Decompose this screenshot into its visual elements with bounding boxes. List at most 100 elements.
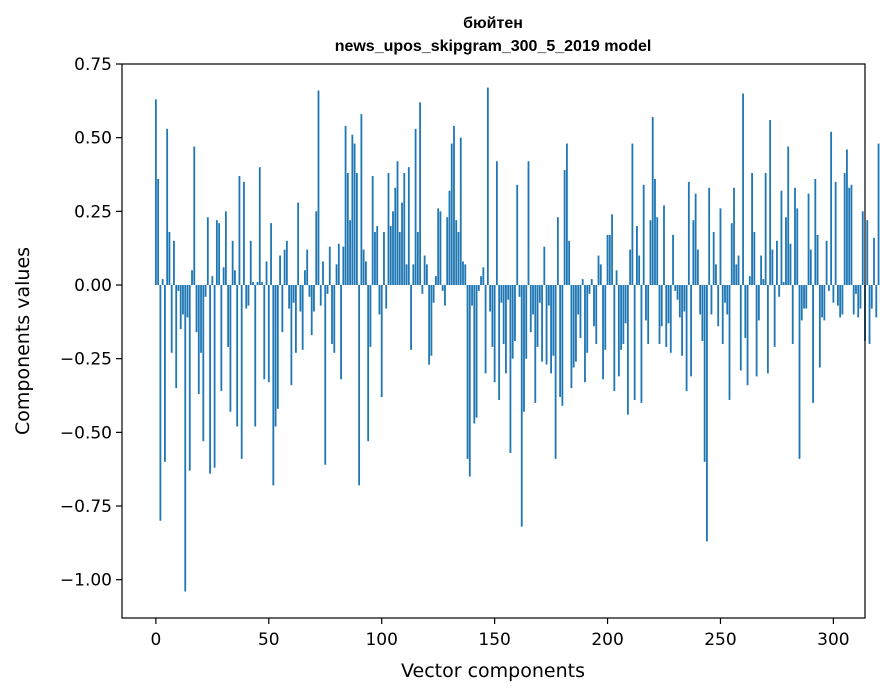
bar [154, 99, 157, 286]
bar [746, 285, 749, 386]
bar [294, 285, 297, 353]
bar [769, 119, 772, 286]
y-tick-label: 0.75 [74, 55, 112, 75]
bar [301, 285, 304, 350]
bar [182, 285, 184, 315]
y-tick-label: 0.50 [74, 129, 112, 149]
bar [712, 231, 715, 286]
bar [875, 285, 878, 318]
bar [229, 285, 232, 412]
bar [830, 131, 833, 286]
x-tick-label: 0 [150, 630, 161, 650]
bar [398, 231, 401, 286]
bar [730, 223, 733, 286]
bar [575, 285, 577, 362]
x-tick-label: 250 [704, 630, 736, 650]
bar [791, 285, 794, 344]
y-tick-label: −1.00 [60, 571, 112, 591]
bar [304, 270, 306, 286]
bar [606, 234, 609, 286]
bar [498, 285, 501, 400]
bar [170, 285, 173, 353]
bar [565, 143, 568, 286]
bar [579, 285, 582, 339]
bar [157, 178, 160, 286]
bar [477, 285, 480, 291]
bar [416, 231, 419, 286]
bar [748, 276, 751, 286]
bar [873, 237, 875, 286]
bar [511, 285, 514, 359]
x-tick-label: 300 [817, 630, 849, 650]
bar [572, 285, 575, 368]
bar [685, 285, 688, 392]
bar [335, 264, 338, 286]
bar [281, 285, 284, 333]
bars-group [154, 87, 880, 592]
y-tick-label: 0.00 [74, 276, 112, 296]
bar [647, 285, 650, 344]
bar [559, 285, 562, 397]
bar [362, 249, 365, 286]
bar [464, 264, 467, 286]
bar [642, 184, 645, 286]
bar [495, 161, 498, 286]
bar [809, 249, 812, 286]
bar [857, 285, 860, 318]
bar [744, 285, 747, 339]
bar [683, 285, 686, 312]
bar [848, 187, 851, 286]
bar [186, 285, 189, 318]
x-tick-label: 200 [591, 630, 623, 650]
bar [423, 255, 426, 286]
bar [331, 285, 333, 344]
bar [764, 173, 767, 286]
bar [602, 285, 604, 380]
bar [629, 249, 632, 286]
bar [638, 255, 641, 286]
bar [604, 285, 607, 350]
bar [800, 285, 803, 321]
bar [541, 285, 543, 362]
bar [197, 285, 200, 395]
bar [168, 231, 171, 286]
bar [166, 128, 169, 286]
bar [234, 270, 236, 286]
bar [681, 285, 683, 356]
bar [599, 264, 602, 286]
bar [322, 261, 324, 286]
bar [173, 240, 175, 286]
bar [482, 267, 485, 286]
bar [757, 285, 760, 321]
bar [247, 285, 250, 306]
bar [588, 285, 591, 294]
bar [204, 285, 207, 297]
bar [355, 173, 358, 286]
bar [206, 217, 209, 286]
bar [861, 211, 864, 286]
y-tick-label: −0.75 [60, 497, 112, 517]
bar [563, 170, 566, 286]
bar [518, 285, 521, 297]
bar [825, 240, 828, 286]
bar [656, 217, 659, 286]
bar [843, 173, 846, 286]
bar [337, 243, 340, 286]
bar [794, 187, 796, 286]
bar [570, 285, 573, 389]
bar [385, 285, 388, 309]
bar [378, 285, 381, 315]
bar [536, 285, 539, 347]
bar [191, 270, 193, 286]
bar [870, 285, 873, 309]
bar [374, 231, 376, 286]
bar [556, 217, 559, 286]
bar [419, 102, 422, 286]
bar [184, 285, 187, 592]
y-tick-label: −0.25 [60, 350, 112, 370]
bar [261, 282, 263, 286]
bar [703, 285, 706, 462]
bar [435, 276, 437, 286]
bar [353, 143, 356, 286]
bar [595, 285, 598, 344]
